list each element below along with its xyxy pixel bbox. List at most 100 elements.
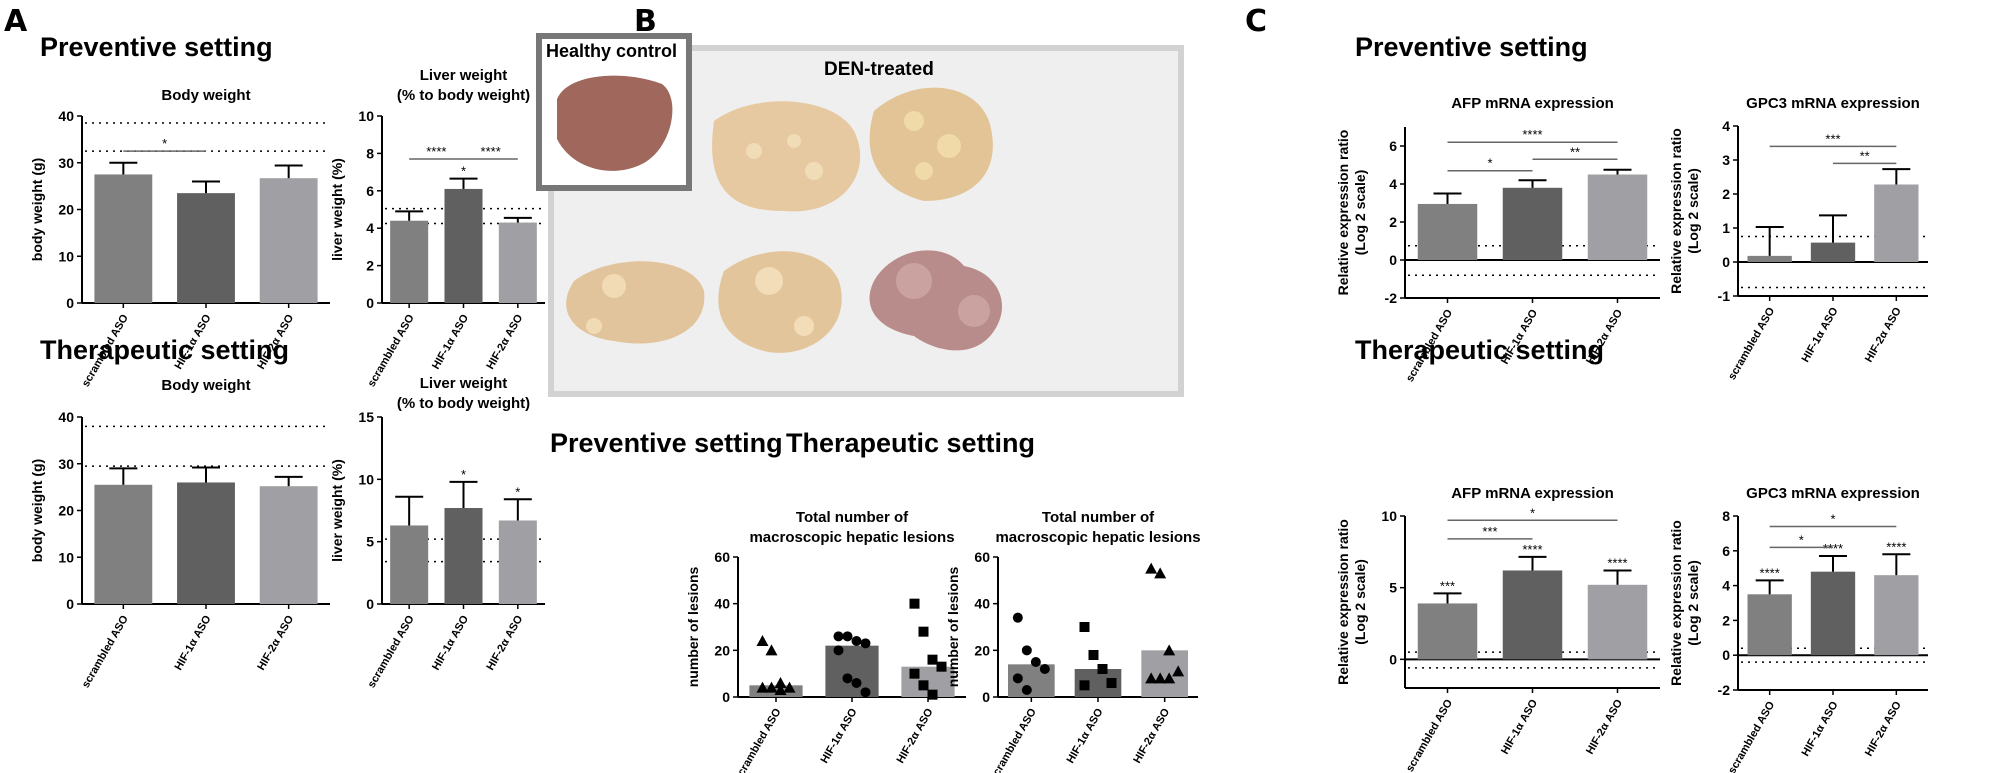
x-tick-label: HIF-1α ASO [1499,697,1540,756]
x-tick-label: HIF-1α ASO [1800,699,1841,758]
data-point-triangle [783,681,796,693]
panel-letter-a: A [4,4,28,39]
y-axis-label: number of lesions [945,567,961,688]
heading-c-therapeutic: Therapeutic setting [1355,335,1605,365]
y-tick-label: 60 [714,549,730,565]
x-tick-label: HIF-1α ASO [1499,307,1540,366]
chart-title: macroscopic hepatic lesions [749,529,954,546]
y-axis-label: liver weight (%) [329,158,345,261]
y-tick-label: 2 [1722,186,1730,202]
significance-label: * [162,136,167,151]
y-axis-label: (Log 2 scale) [1352,559,1368,645]
x-tick-label: HIF-1α ASO [1065,706,1106,765]
y-tick-label: 40 [58,108,74,124]
x-tick-label: HIF-2α ASO [1584,697,1625,756]
y-axis-label: body weight (g) [29,158,45,261]
significance-label: *** [1825,131,1840,146]
y-tick-label: 20 [974,642,990,658]
bar [1874,575,1919,656]
data-point-triangle [774,677,787,688]
data-point-square [936,661,947,672]
significance-label: * [515,484,520,499]
chart-title: Total number of [1042,509,1155,526]
data-point-circle [1012,612,1023,623]
chart-a-ther-body: Body weight body weight (g) 0 10 20 30 40 scram… [29,377,330,690]
y-axis-label: liver weight (%) [329,459,345,562]
chart-title: macroscopic hepatic lesions [995,529,1200,546]
data-point-circle [1012,673,1023,684]
y-axis-label: (Log 2 scale) [1352,170,1368,256]
y-tick-label: 0 [722,689,730,705]
x-tick-label: HIF-2α ASO [895,706,936,765]
bar [444,188,483,303]
significance-label: **** [1760,565,1780,580]
y-tick-label: 0 [66,596,74,612]
y-tick-label: -2 [1385,290,1398,306]
y-tick-label: 10 [58,248,74,264]
chart-title: Body weight [161,377,250,394]
y-tick-label: 15 [358,409,374,425]
x-tick-label: HIF-1α ASO [173,613,214,672]
significance-label: * [1487,156,1492,171]
y-axis-label: Relative expression ratio [1335,519,1351,685]
chart-title: Liver weight [420,67,508,84]
data-point-triangle [1172,665,1185,677]
data-point-circle [1039,664,1050,674]
liver-photo-healthy [557,75,673,171]
x-tick-label: HIF-2α ASO [1863,305,1904,364]
y-tick-label: 30 [58,456,74,472]
y-tick-label: 5 [366,534,374,550]
chart-title: Total number of [796,509,909,526]
y-tick-label: 0 [982,689,990,705]
data-point-triangle [1154,567,1167,579]
x-tick-label: HIF-2α ASO [1584,307,1625,366]
x-tick-label: HIF-1α ASO [819,706,860,765]
x-tick-label: scrambled ASO [366,312,417,389]
data-point-circle [833,645,844,656]
chart-title: Body weight [161,87,250,104]
y-tick-label: 4 [1722,118,1730,134]
y-axis-label: Relative expression ratio [1668,128,1684,294]
heading-a-preventive: Preventive setting [40,32,273,62]
data-point-circle [842,631,853,642]
significance-label: * [461,467,466,482]
y-tick-label: 5 [1389,580,1397,596]
data-point-circle [860,687,871,698]
y-tick-label: 0 [1389,651,1397,667]
y-tick-label: 6 [366,183,374,199]
bar [390,525,429,604]
significance-label: ** [1860,148,1870,163]
healthy-control-label: Healthy control [546,41,678,61]
data-point-square [909,598,920,609]
x-tick-label: HIF-2α ASO [1863,699,1904,758]
bar [1810,571,1856,656]
data-point-square [918,626,929,637]
y-axis-label: Relative expression ratio [1335,130,1351,296]
chart-b-prev-lesions: Total number of macroscopic hepatic lesio… [685,509,966,773]
significance-label: **** [1522,542,1542,557]
x-tick-label: HIF-2α ASO [484,613,525,672]
significance-label: *** [1440,578,1455,593]
y-tick-label: 10 [58,549,74,565]
significance-label: **** [1886,539,1906,554]
data-point-circle [1021,645,1032,656]
chart-title: (% to body weight) [397,395,530,412]
chart-c-ther-afp: AFP mRNA expression Relative expression r… [1335,485,1660,773]
significance-label: * [1830,511,1835,526]
data-point-triangle [774,684,787,695]
liver-photo-den-2 [869,87,993,201]
bar [259,486,318,604]
data-point-square [1079,680,1090,691]
bar [498,222,537,303]
bar [177,482,235,604]
significance-label: **** [1522,127,1542,142]
chart-title: GPC3 mRNA expression [1746,485,1920,502]
chart-c-prev-gpc3: GPC3 mRNA expression Relative expression … [1668,95,1928,382]
bar [1747,255,1792,262]
bar [444,508,483,604]
y-axis-label: Relative expression ratio [1668,520,1684,686]
y-tick-label: 2 [1389,214,1397,230]
data-point-square [909,668,920,679]
significance-label: * [461,164,466,179]
